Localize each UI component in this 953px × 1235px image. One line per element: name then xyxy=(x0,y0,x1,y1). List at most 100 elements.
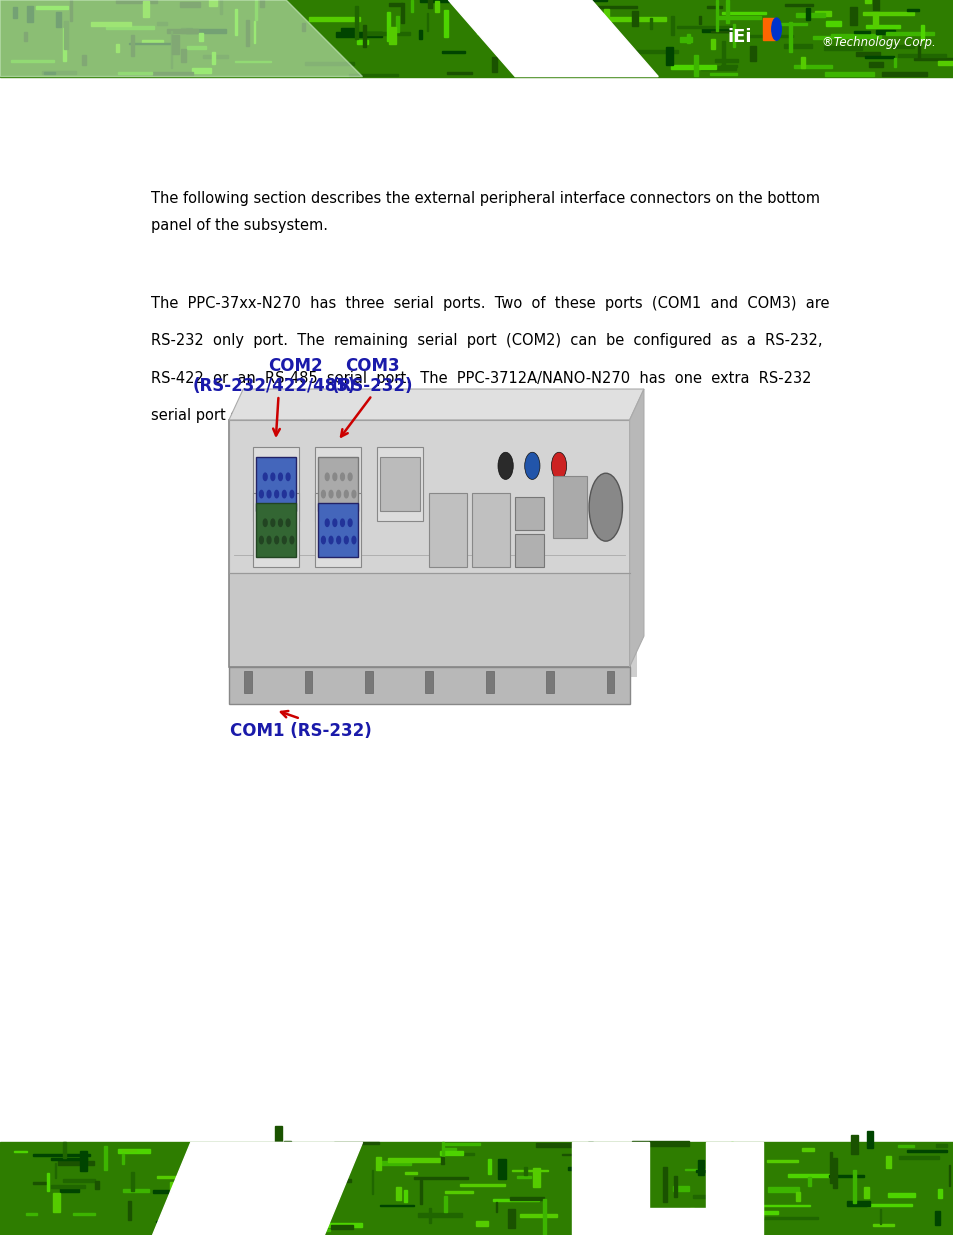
Bar xyxy=(863,1187,867,1198)
Bar xyxy=(443,1147,456,1150)
Bar xyxy=(733,1204,738,1216)
Bar xyxy=(444,1144,479,1145)
Bar xyxy=(515,534,543,567)
Bar xyxy=(128,1200,131,1220)
Bar xyxy=(814,11,830,16)
Bar xyxy=(608,16,665,21)
Ellipse shape xyxy=(336,490,340,498)
Bar xyxy=(876,30,894,35)
Bar xyxy=(893,58,895,67)
Bar xyxy=(372,1171,373,1194)
Bar xyxy=(898,1145,913,1147)
Text: COM2: COM2 xyxy=(268,357,323,375)
Bar xyxy=(304,671,312,693)
Bar xyxy=(541,46,563,51)
Bar xyxy=(265,1228,291,1231)
Bar xyxy=(868,62,882,67)
Bar xyxy=(142,40,163,43)
Bar xyxy=(440,1156,443,1165)
Bar xyxy=(253,493,298,567)
Bar xyxy=(315,1203,322,1221)
Bar xyxy=(356,40,368,44)
Bar xyxy=(116,43,119,52)
Bar xyxy=(872,0,879,10)
Text: (RS-232/422/485): (RS-232/422/485) xyxy=(192,377,355,395)
Bar xyxy=(553,14,556,41)
Bar xyxy=(917,44,919,58)
Bar xyxy=(235,1207,240,1219)
Ellipse shape xyxy=(340,519,344,526)
Ellipse shape xyxy=(267,536,271,543)
Bar xyxy=(493,1199,538,1200)
Bar xyxy=(692,1195,715,1198)
Bar xyxy=(561,1153,612,1155)
Bar xyxy=(27,6,33,22)
Ellipse shape xyxy=(352,536,355,543)
Bar xyxy=(305,1178,351,1182)
Bar xyxy=(309,1142,312,1151)
Bar xyxy=(632,1141,688,1146)
Bar xyxy=(183,1213,191,1231)
Bar xyxy=(63,28,66,62)
Bar xyxy=(766,1160,798,1162)
Bar xyxy=(801,57,804,68)
Bar xyxy=(129,43,177,44)
Bar xyxy=(665,47,672,64)
Bar xyxy=(331,1225,353,1229)
Bar xyxy=(419,0,454,1)
Bar xyxy=(274,1126,282,1145)
Bar xyxy=(865,25,900,28)
Bar xyxy=(314,1224,325,1229)
Bar xyxy=(47,1173,49,1191)
Bar xyxy=(335,32,381,37)
Bar xyxy=(180,2,200,6)
Bar xyxy=(519,1214,557,1216)
Bar xyxy=(236,430,637,677)
Bar xyxy=(897,53,945,57)
Bar xyxy=(879,1209,880,1224)
Bar xyxy=(585,58,615,62)
Bar xyxy=(720,12,765,14)
Bar xyxy=(192,68,212,73)
Bar xyxy=(229,420,629,573)
Bar xyxy=(677,26,732,28)
Ellipse shape xyxy=(588,473,622,541)
Bar xyxy=(578,36,582,51)
Bar xyxy=(122,1153,124,1163)
Bar xyxy=(253,447,298,521)
Bar xyxy=(698,1160,703,1174)
Bar xyxy=(619,1214,673,1219)
Ellipse shape xyxy=(551,452,566,479)
Bar xyxy=(123,1188,150,1192)
Bar xyxy=(881,72,926,77)
Bar xyxy=(314,447,360,521)
Bar xyxy=(380,1205,414,1207)
Bar xyxy=(180,28,192,32)
Bar xyxy=(107,26,153,28)
Ellipse shape xyxy=(290,490,294,498)
Bar xyxy=(831,33,881,37)
Text: COM3: COM3 xyxy=(344,357,399,375)
Ellipse shape xyxy=(329,536,333,543)
Bar xyxy=(411,0,413,12)
Bar xyxy=(314,1223,361,1228)
Bar xyxy=(441,1142,443,1162)
Bar xyxy=(52,1193,60,1212)
Bar xyxy=(671,65,715,69)
Bar xyxy=(414,1177,467,1179)
Text: RS-422  or  an  RS-485  serial  port.  The  PPC-3712A/NANO-N270  has  one  extra: RS-422 or an RS-485 serial port. The PPC… xyxy=(151,370,810,385)
Ellipse shape xyxy=(282,536,286,543)
Bar xyxy=(51,1184,85,1188)
Bar xyxy=(885,1156,889,1168)
Bar xyxy=(709,73,736,74)
Ellipse shape xyxy=(274,536,278,543)
Bar xyxy=(833,1157,836,1188)
Bar xyxy=(389,27,395,44)
Bar xyxy=(761,1216,817,1219)
Ellipse shape xyxy=(344,490,348,498)
Bar xyxy=(787,1173,831,1177)
Bar xyxy=(131,35,133,56)
Bar xyxy=(488,1158,491,1174)
Bar xyxy=(699,16,700,23)
Bar xyxy=(543,1199,545,1235)
